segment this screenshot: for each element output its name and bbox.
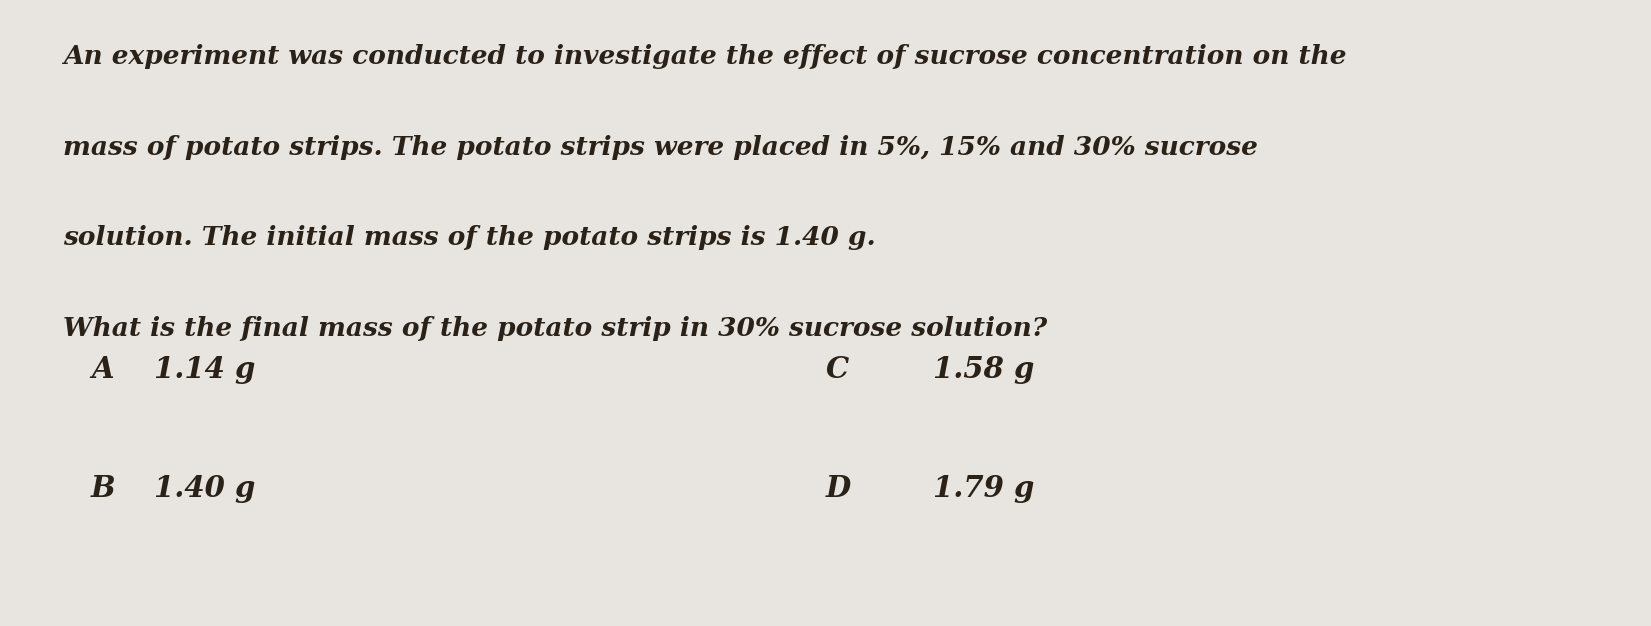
Text: 1.40 g: 1.40 g xyxy=(154,474,254,503)
Text: A: A xyxy=(91,355,114,384)
Text: An experiment was conducted to investigate the effect of sucrose concentration o: An experiment was conducted to investiga… xyxy=(63,44,1346,69)
Text: D: D xyxy=(826,474,850,503)
Text: What is the final mass of the potato strip in 30% sucrose solution?: What is the final mass of the potato str… xyxy=(63,316,1047,341)
Text: solution. The initial mass of the potato strips is 1.40 g.: solution. The initial mass of the potato… xyxy=(63,225,875,250)
Text: B: B xyxy=(91,474,116,503)
Text: 1.14 g: 1.14 g xyxy=(154,355,254,384)
Text: 1.79 g: 1.79 g xyxy=(933,474,1034,503)
Text: C: C xyxy=(826,355,849,384)
Text: mass of potato strips. The potato strips were placed in 5%, 15% and 30% sucrose: mass of potato strips. The potato strips… xyxy=(63,135,1258,160)
Text: 1.58 g: 1.58 g xyxy=(933,355,1034,384)
